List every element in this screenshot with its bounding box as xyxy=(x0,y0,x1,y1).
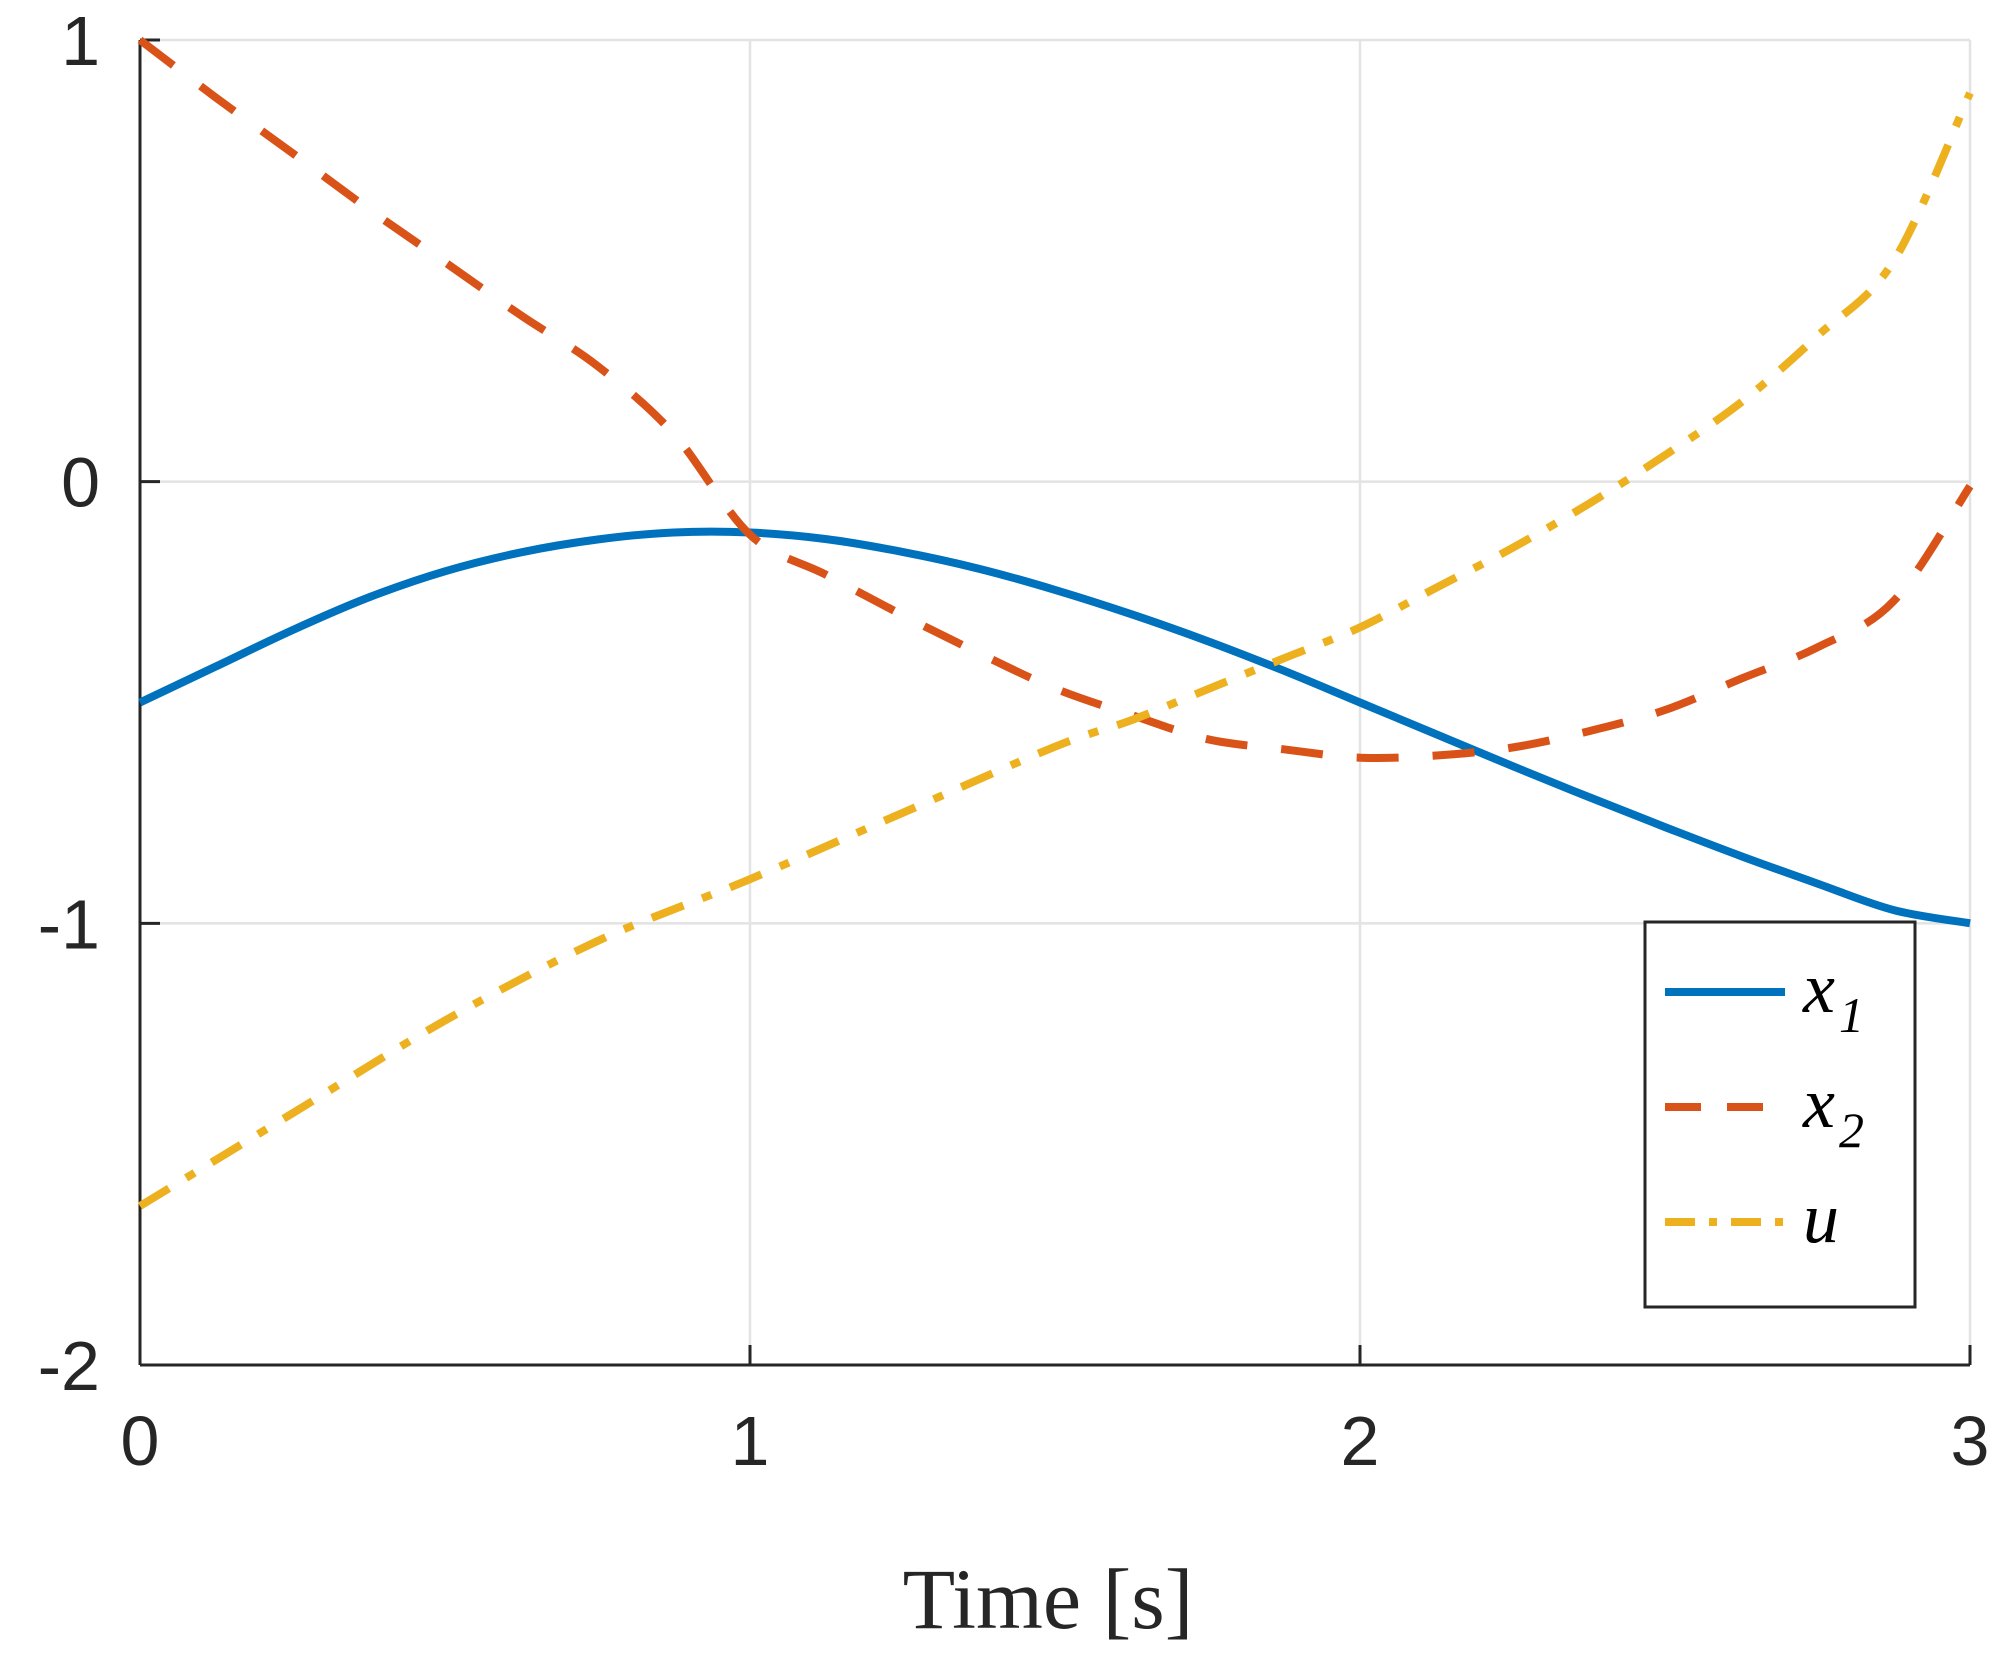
legend-label-main: x xyxy=(1802,1063,1835,1143)
x-axis-title: Time [s] xyxy=(903,1551,1194,1647)
legend-label-subscript: 2 xyxy=(1839,1102,1864,1158)
legend-box xyxy=(1643,920,1917,1309)
series-lines xyxy=(137,36,1974,1210)
y-tick-label: 1 xyxy=(61,2,100,80)
legend-label-main: u xyxy=(1803,1178,1839,1258)
y-tick-label: -1 xyxy=(38,885,100,963)
tick-labels: 0 1 2 3 -2 -1 0 1 xyxy=(38,2,1990,1480)
legend-label-x1: x1 xyxy=(1802,948,1864,1043)
legend-label-u: u xyxy=(1803,1178,1839,1258)
legend-label-x2: x2 xyxy=(1802,1063,1864,1158)
x-tick-label: 0 xyxy=(121,1402,160,1480)
legend-label-main: x xyxy=(1802,948,1835,1028)
x-tick-label: 1 xyxy=(731,1402,770,1480)
x-tick-label: 3 xyxy=(1951,1402,1990,1480)
series-line-x2 xyxy=(137,36,1974,763)
y-tick-label: 0 xyxy=(61,444,100,522)
legend-label-subscript: 1 xyxy=(1839,987,1864,1043)
x-tick-label: 2 xyxy=(1341,1402,1380,1480)
y-tick-label: -2 xyxy=(38,1327,100,1405)
series-line-x1 xyxy=(138,527,1971,928)
series-line-u xyxy=(137,91,1974,1210)
